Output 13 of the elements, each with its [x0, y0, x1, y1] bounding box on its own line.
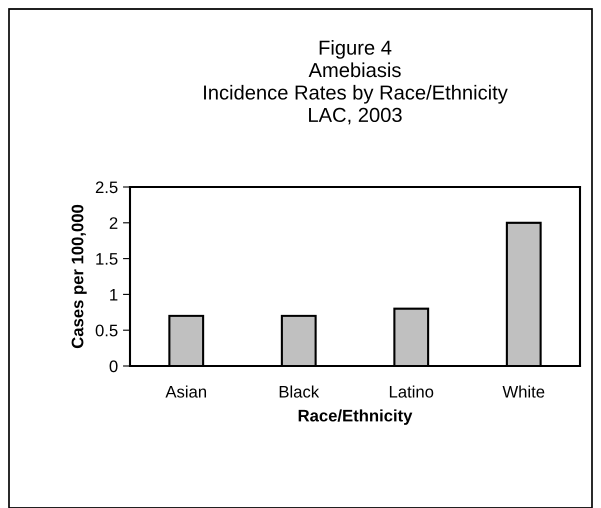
x-tick-label: Black: [280, 385, 320, 398]
y-tick-label: 1.5: [96, 253, 118, 265]
y-tick-label: 2: [110, 217, 118, 229]
x-tick-label: Asian: [165, 385, 206, 398]
x-axis-title: Race/Ethnicity: [298, 409, 412, 425]
x-tick-label: Latino: [390, 385, 434, 398]
y-tick-label: 0: [110, 360, 118, 372]
x-tick-label: White: [502, 385, 544, 398]
y-axis-title: Cases per 100,000: [72, 204, 87, 348]
y-tick-label: 2.5: [96, 181, 118, 194]
y-tick-label: 0.5: [96, 324, 118, 336]
chart-title: Figure 4 Amebiasis Incidence Rates by Race/Ethnicity LAC, 2003: [204, 40, 508, 124]
y-tick-label: 1: [110, 288, 118, 300]
